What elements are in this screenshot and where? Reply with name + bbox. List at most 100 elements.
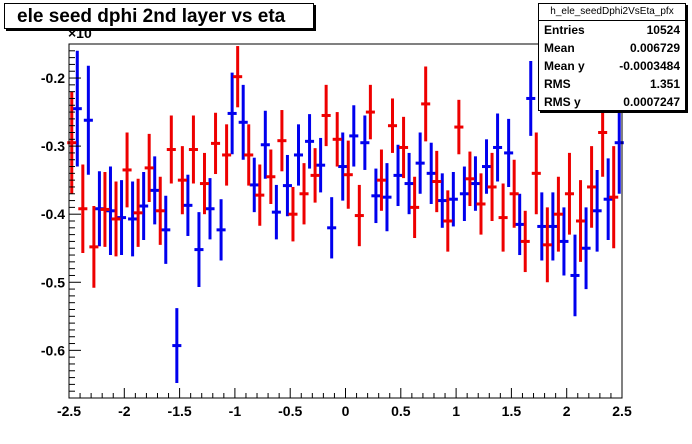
data-point	[581, 207, 591, 290]
data-point	[437, 173, 447, 228]
data-point	[531, 132, 541, 215]
y-tick-label: -0.6	[41, 342, 65, 358]
data-point	[161, 195, 171, 264]
data-point	[393, 144, 403, 207]
stats-row-mean-y: Mean y -0.0003484	[539, 57, 685, 75]
data-point	[321, 84, 331, 147]
data-point	[564, 152, 574, 235]
data-point	[194, 212, 204, 288]
data-point	[459, 166, 469, 221]
x-tick-label: -1	[229, 403, 242, 419]
stats-label: Mean	[544, 41, 575, 55]
data-point	[299, 163, 309, 225]
data-point	[404, 152, 414, 215]
data-point	[526, 61, 536, 136]
data-point	[371, 168, 381, 224]
stats-histogram-name: h_ele_seedDphi2VsEta_pfx	[539, 4, 685, 21]
data-point	[343, 140, 353, 209]
stats-row-rms-y: RMS y 0.0007247	[539, 93, 685, 111]
data-point	[255, 164, 265, 226]
data-point	[238, 84, 248, 160]
data-point	[150, 156, 160, 225]
data-point	[542, 207, 552, 283]
data-point	[603, 158, 613, 241]
y-axis: -0.6 -0.5 -0.4 -0.3 -0.2	[41, 43, 81, 399]
data-point	[199, 152, 210, 215]
data-point	[249, 157, 259, 213]
data-point	[100, 171, 110, 247]
stats-row-entries: Entries 10524	[539, 21, 685, 39]
stats-value: 1.351	[649, 77, 680, 91]
data-point	[520, 210, 530, 273]
data-point	[227, 72, 237, 155]
data-point	[548, 192, 558, 261]
x-tick-label: 1.5	[502, 403, 522, 419]
data-point	[387, 98, 398, 153]
series-layer	[67, 46, 624, 384]
data-point	[498, 183, 508, 252]
data-point	[553, 176, 563, 252]
stats-box: h_ele_seedDphi2VsEta_pfx Entries 10524 M…	[538, 3, 686, 111]
data-point	[481, 139, 492, 194]
data-point	[338, 132, 348, 201]
data-point	[205, 178, 215, 240]
data-point	[332, 112, 342, 167]
data-point	[365, 84, 375, 140]
data-point	[421, 66, 431, 142]
data-point	[376, 149, 386, 211]
y-tick-label: -0.4	[41, 206, 65, 222]
data-point	[465, 151, 475, 207]
x-axis: -2.5 -2 -1.5 -1 -0.5 0 0.5 1 1.5 2 2.5	[57, 388, 632, 419]
data-point	[155, 176, 165, 245]
axes-layer: -2.5 -2 -1.5 -1 -0.5 0 0.5 1 1.5 2 2.5 -0.6 -0.5 -0.4…	[41, 43, 632, 419]
data-point	[305, 114, 315, 169]
data-point	[443, 190, 453, 252]
stats-row-rms: RMS 1.351	[539, 75, 685, 93]
data-point	[509, 159, 519, 228]
data-point	[575, 180, 586, 262]
data-point	[282, 154, 292, 217]
data-point	[592, 169, 602, 252]
stats-label: RMS y	[544, 95, 581, 109]
data-point	[128, 181, 138, 257]
data-point	[537, 192, 547, 261]
data-point	[515, 193, 525, 256]
data-point	[111, 181, 121, 257]
series-0	[72, 50, 624, 384]
data-point	[587, 146, 597, 228]
data-point	[266, 149, 276, 204]
data-point	[316, 137, 326, 193]
data-point	[504, 118, 514, 187]
stats-value: 0.0007247	[623, 95, 680, 109]
data-point	[454, 99, 464, 155]
stats-value: -0.0003484	[619, 59, 680, 73]
data-point	[609, 146, 619, 249]
x-tick-label: 0.5	[391, 403, 411, 419]
x-tick-label: 1	[452, 403, 460, 419]
data-point	[570, 234, 580, 317]
y-tick-label: -0.2	[41, 70, 65, 86]
data-point	[188, 115, 198, 184]
data-point	[277, 110, 287, 172]
y-exponent-base: ×10	[68, 25, 92, 41]
data-point	[83, 65, 93, 175]
data-point	[487, 152, 497, 221]
data-point	[222, 124, 232, 186]
data-point	[122, 132, 132, 208]
series-1	[67, 46, 619, 288]
data-point	[410, 176, 420, 239]
data-point	[177, 146, 187, 215]
x-tick-label: 2	[563, 403, 571, 419]
data-point	[288, 186, 298, 242]
stats-row-mean: Mean 0.006729	[539, 39, 685, 57]
y-tick-label: -0.3	[41, 138, 65, 154]
x-tick-label: -2.5	[57, 403, 81, 419]
data-point	[216, 199, 226, 261]
x-tick-label: -0.5	[278, 403, 302, 419]
data-point	[448, 171, 458, 227]
data-point	[89, 206, 99, 288]
data-point	[260, 110, 270, 179]
data-point	[559, 207, 569, 276]
